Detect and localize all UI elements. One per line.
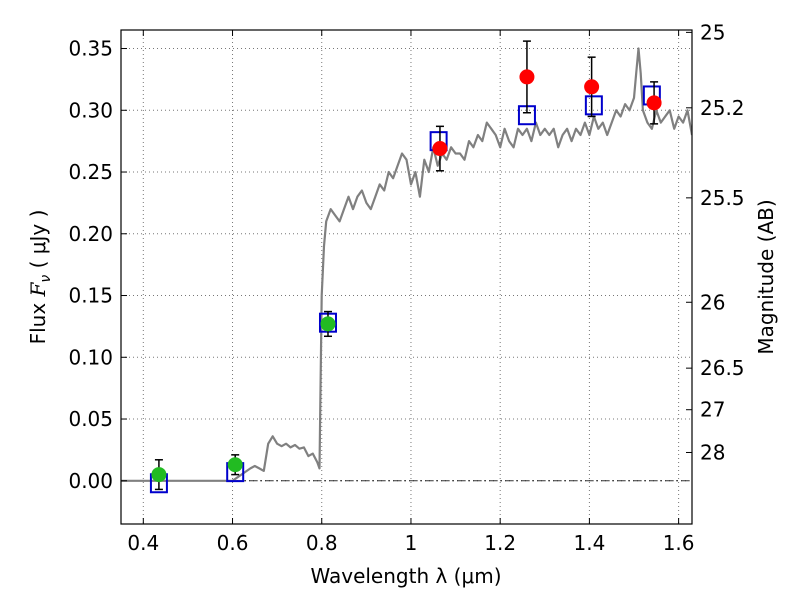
plot-area xyxy=(121,30,692,524)
x-tick-label: 1.2 xyxy=(484,531,516,555)
y-tick-label: 0.35 xyxy=(68,37,113,61)
y-tick-label: 0.20 xyxy=(68,222,113,246)
y-tick-label: 0.25 xyxy=(68,160,113,184)
mag-tick-label: 28 xyxy=(700,440,725,464)
spectrum-line xyxy=(121,47,692,482)
mag-tick-label: 26.5 xyxy=(700,356,745,380)
observed-optical-point xyxy=(227,457,243,473)
data-layer xyxy=(121,40,692,494)
x-tick-label: 0.4 xyxy=(127,531,159,555)
mag-tick-label: 25 xyxy=(700,20,725,44)
y-tick-label: 0.00 xyxy=(68,469,113,493)
y-axis-label: Flux Fν ( μJy ) xyxy=(26,210,54,345)
ticks: 0.4 0.6 0.8 1 1.2 1.4 1.6 0.00 0.05 0.10 0.15 0.20 0… xyxy=(68,20,744,555)
x-tick-label: 0.8 xyxy=(306,531,338,555)
y-tick-label: 0.30 xyxy=(68,98,113,122)
observed-optical-point xyxy=(320,316,336,332)
x-tick-label: 1.6 xyxy=(663,531,695,555)
x-axis-label: Wavelength λ (μm) xyxy=(310,564,501,588)
mag-tick-label: 27 xyxy=(700,398,725,422)
model-point xyxy=(584,95,603,116)
observed-nir-point xyxy=(584,79,600,95)
observed-optical-point xyxy=(151,467,167,483)
x-tick-label: 1 xyxy=(405,531,418,555)
observed-nir-point xyxy=(432,141,448,157)
observed-nir-point xyxy=(646,95,662,111)
y-tick-label: 0.10 xyxy=(68,345,113,369)
y-axis-label-prefix: Flux xyxy=(26,296,50,344)
mag-tick-label: 26 xyxy=(700,290,725,314)
x-tick-label: 0.6 xyxy=(217,531,249,555)
plot-frame xyxy=(120,29,693,525)
mag-tick-label: 25.5 xyxy=(700,186,745,210)
y-axis-label-unit: ( μJy ) xyxy=(26,210,50,275)
observed-nir-point xyxy=(519,69,535,85)
y-axis-label-subscript: ν xyxy=(38,275,54,283)
y-tick-label: 0.15 xyxy=(68,284,113,308)
y-tick-label: 0.05 xyxy=(68,407,113,431)
mag-tick-label: 25.2 xyxy=(700,96,745,120)
y-axis-label-symbol: F xyxy=(26,281,50,297)
y2-axis-label: Magnitude (AB) xyxy=(754,199,778,354)
x-tick-label: 1.4 xyxy=(573,531,605,555)
